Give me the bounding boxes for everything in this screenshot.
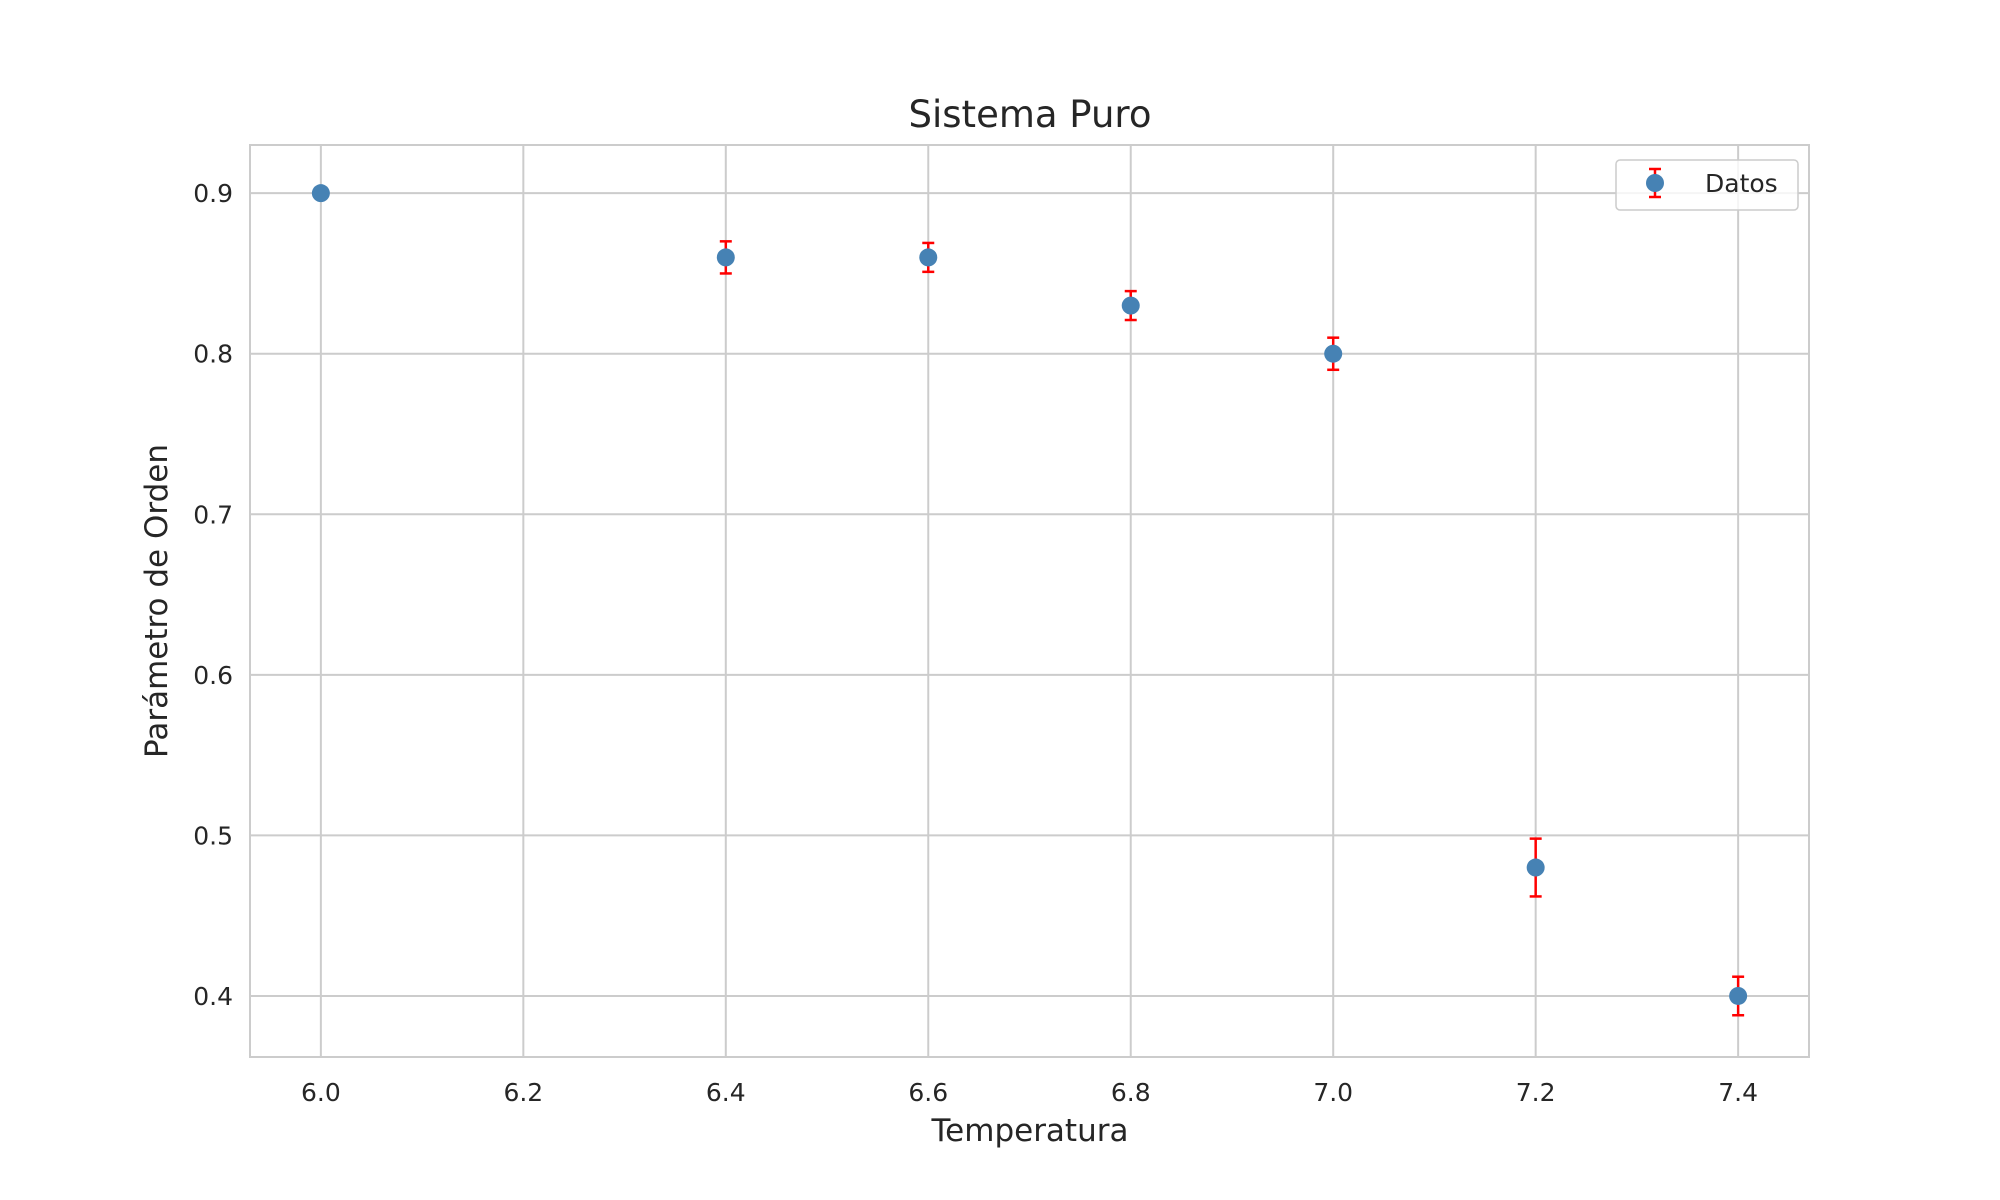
x-tick-label: 6.0 (301, 1078, 341, 1107)
y-tick-label: 0.9 (193, 179, 233, 208)
y-tick-label: 0.7 (193, 500, 233, 529)
legend-marker (1646, 174, 1664, 192)
data-point (1526, 858, 1545, 877)
x-tick-label: 7.0 (1313, 1078, 1353, 1107)
y-tick-label: 0.4 (193, 982, 233, 1011)
data-point (1729, 986, 1748, 1005)
legend-box (1615, 159, 1799, 211)
data-point (1324, 344, 1343, 363)
x-tick-label: 6.6 (908, 1078, 948, 1107)
x-axis-label: Temperatura (931, 1113, 1129, 1149)
data-point (1121, 296, 1140, 315)
plot-background (250, 145, 1809, 1057)
legend: Datos (1615, 159, 1799, 211)
plot-frame (249, 144, 1810, 1058)
y-tick-label: 0.8 (193, 340, 233, 369)
data-point (716, 248, 735, 267)
data-point (311, 184, 330, 203)
x-tick-label: 6.4 (706, 1078, 746, 1107)
data-point (919, 248, 938, 267)
x-tick-labels: 6.0 6.2 6.4 6.6 6.8 7.0 7.2 7.4 (301, 1078, 1758, 1107)
y-tick-labels: 0.4 0.5 0.6 0.7 0.8 0.9 (193, 179, 233, 1011)
data-points (311, 184, 1748, 1005)
chart-title: Sistema Puro (909, 93, 1152, 136)
x-tick-label: 7.4 (1718, 1078, 1758, 1107)
x-tick-label: 6.8 (1111, 1078, 1151, 1107)
x-tick-label: 6.2 (503, 1078, 543, 1107)
legend-label: Datos (1705, 169, 1778, 198)
grid (250, 145, 1809, 1057)
y-tick-label: 0.6 (193, 661, 233, 690)
y-tick-label: 0.5 (193, 821, 233, 850)
x-tick-label: 7.2 (1516, 1078, 1556, 1107)
y-axis-label: Parámetro de Orden (139, 444, 175, 758)
